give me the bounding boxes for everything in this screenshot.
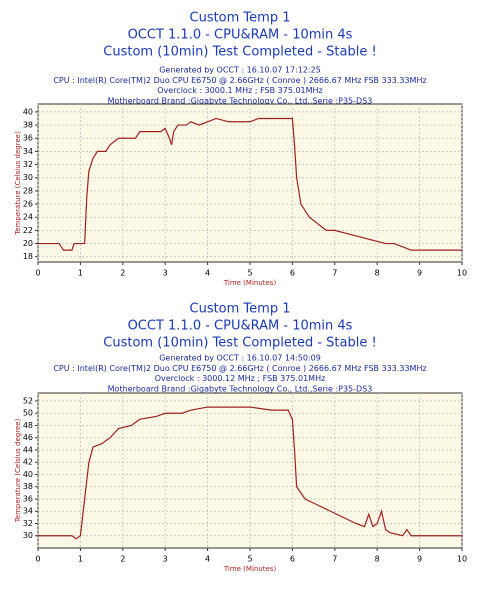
chart-title: Custom Temp 1 [190,11,291,26]
x-tick-label: 6 [290,555,295,564]
data-line [38,406,462,540]
x-tick-label: 6 [290,269,295,278]
y-tick-label: 52 [23,396,33,405]
x-tick-label: 0 [35,269,40,278]
x-tick-label: 10 [457,269,467,278]
chart-title: Custom Temp 1 [190,302,291,317]
y-tick-label: 38 [23,121,33,130]
y-tick-label: 24 [23,213,33,222]
x-tick-label: 3 [163,555,168,564]
x-tick-label: 9 [417,269,422,278]
x-tick-label: 1 [78,555,83,564]
plot-area [37,103,463,263]
x-axis-label: Time (Minutes) [223,279,277,287]
info-line: Motherboard Brand :Gigabyte Technology C… [108,384,373,393]
y-tick-label: 32 [23,519,33,528]
x-tick-label: 8 [375,269,380,278]
y-tick-label: 40 [23,470,33,479]
y-tick-label: 38 [23,482,33,491]
y-axis-label: Temperature (Celsius degree) [14,131,22,236]
y-tick-label: 34 [23,507,33,516]
y-axis-label: Temperature (Celsius degree) [14,418,22,523]
x-tick-label: 5 [247,555,252,564]
x-tick-label: 2 [120,269,125,278]
info-line: Overclock : 3000.12 MHz ; FSB 375.01MHz [155,374,326,383]
x-tick-label: 2 [120,555,125,564]
x-tick-label: 9 [417,555,422,564]
x-tick-label: 0 [35,555,40,564]
chart-title: Custom (10min) Test Completed - Stable ! [103,45,376,60]
x-tick-label: 4 [205,269,210,278]
x-axis-label: Time (Minutes) [223,565,277,573]
info-line: Overclock : 3000.1 MHz ; FSB 375.01MHz [157,86,323,95]
y-tick-label: 20 [23,239,33,248]
x-tick-label: 3 [163,269,168,278]
x-tick-label: 5 [247,269,252,278]
chart-title: Custom (10min) Test Completed - Stable ! [103,336,376,351]
data-line [38,117,462,251]
x-tick-label: 10 [457,555,467,564]
y-tick-label: 44 [23,445,33,454]
y-tick-label: 40 [23,107,33,116]
y-tick-label: 30 [23,173,33,182]
y-tick-label: 36 [23,494,33,503]
info-line: Generated by OCCT : 16.10.07 17:12:25 [159,66,321,75]
chart-title: OCCT 1.1.0 - CPU&RAM - 10min 4s [128,319,353,334]
info-line: Motherboard Brand :Gigabyte Technology C… [108,96,373,105]
y-tick-label: 36 [23,134,33,143]
y-tick-label: 32 [23,160,33,169]
y-tick-label: 26 [23,200,33,209]
y-tick-label: 28 [23,186,33,195]
info-line: Generated by OCCT : 16.10.07 14:50:09 [159,354,321,363]
y-tick-label: 50 [23,409,33,418]
x-tick-label: 1 [78,269,83,278]
x-tick-label: 4 [205,555,210,564]
y-tick-label: 22 [23,226,33,235]
x-tick-label: 7 [332,555,337,564]
y-tick-label: 46 [23,433,33,442]
info-line: CPU : Intel(R) Core(TM)2 Duo CPU E6750 @… [53,364,426,373]
y-tick-label: 48 [23,421,33,430]
chart-title: OCCT 1.1.0 - CPU&RAM - 10min 4s [128,28,353,43]
info-line: CPU : Intel(R) Core(TM)2 Duo CPU E6750 @… [53,76,426,85]
x-tick-label: 8 [375,555,380,564]
x-tick-label: 7 [332,269,337,278]
y-tick-label: 30 [23,531,33,540]
y-tick-label: 18 [23,252,33,261]
y-tick-label: 34 [23,147,33,156]
y-tick-label: 42 [23,458,33,467]
